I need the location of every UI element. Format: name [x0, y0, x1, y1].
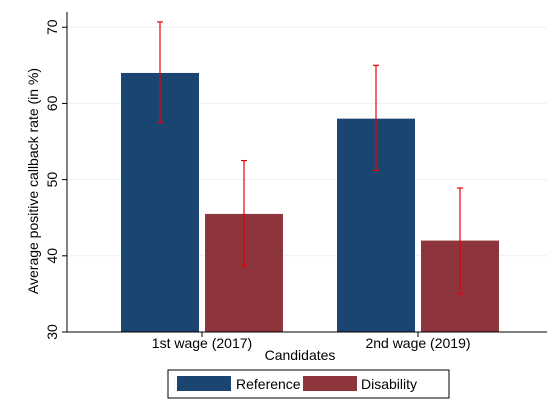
legend-label-reference: Reference: [236, 376, 301, 392]
x-tick-label-2: 2nd wage (2019): [365, 335, 470, 351]
y-axis-label: Average positive callback rate (in %): [25, 68, 41, 294]
error-bars: [157, 21, 463, 295]
y-tick-label-40: 40: [44, 248, 60, 264]
legend: Reference Disability: [167, 369, 450, 399]
legend-swatch-reference: [177, 376, 231, 391]
y-tick-label-70: 70: [44, 19, 60, 35]
y-tick-label-30: 30: [44, 324, 60, 340]
axes: [62, 12, 547, 337]
x-tick-labels: 1st wage (2017) 2nd wage (2019): [152, 335, 471, 351]
x-axis-label: Candidates: [265, 347, 336, 363]
x-tick-label-1: 1st wage (2017): [152, 335, 252, 351]
legend-label-disability: Disability: [361, 376, 417, 392]
legend-swatch-disability: [303, 376, 357, 391]
y-tick-label-60: 60: [44, 95, 60, 111]
y-tick-label-50: 50: [44, 172, 60, 188]
y-tick-labels: 30 40 50 60 70: [44, 19, 60, 340]
